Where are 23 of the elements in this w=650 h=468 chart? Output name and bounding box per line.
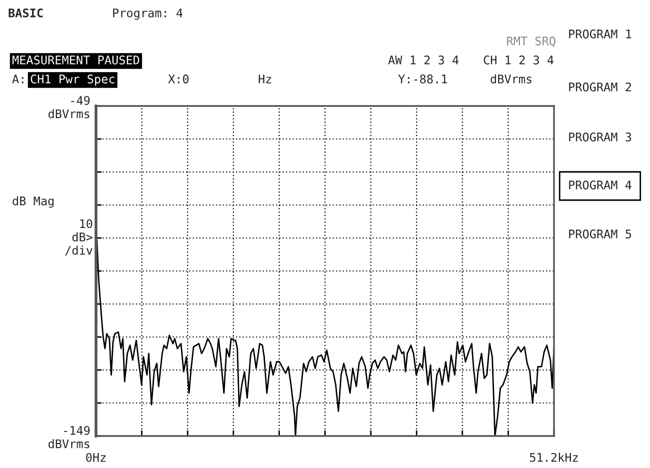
text: MEASUREMENT PAUSED xyxy=(12,56,140,64)
y-axis-title: dB Mag xyxy=(12,196,54,208)
text: BASIC xyxy=(8,8,43,18)
text: AW 1 2 3 4 xyxy=(388,56,459,64)
text: Hz xyxy=(258,74,272,84)
x-tick-label: 0Hz xyxy=(86,452,106,462)
text: 10 dB> /div xyxy=(65,219,92,256)
text: PROGRAM 1 xyxy=(569,30,632,38)
y-tick-label: -149 dBVrms xyxy=(48,426,90,448)
text: Y:-88.1 xyxy=(398,74,447,84)
text: PROGRAM 2 xyxy=(569,82,631,92)
text: X:0 xyxy=(168,74,189,84)
y-tick-label: -49 dBVrms xyxy=(48,96,90,118)
x-tick-label: 51.2kHz xyxy=(530,452,578,462)
text: CH1 Pwr Spec xyxy=(30,74,114,86)
text: CH 1 2 3 4 xyxy=(484,56,554,64)
text: Program: 4 xyxy=(113,8,183,20)
text: A: xyxy=(12,74,24,84)
text: PROGRAM 4 xyxy=(569,180,632,190)
text: PROGRAM 5 xyxy=(569,230,632,238)
text: RMT SRQ xyxy=(507,36,556,47)
text: PROGRAM 3 xyxy=(569,132,632,142)
text: dBVrms xyxy=(490,74,532,84)
